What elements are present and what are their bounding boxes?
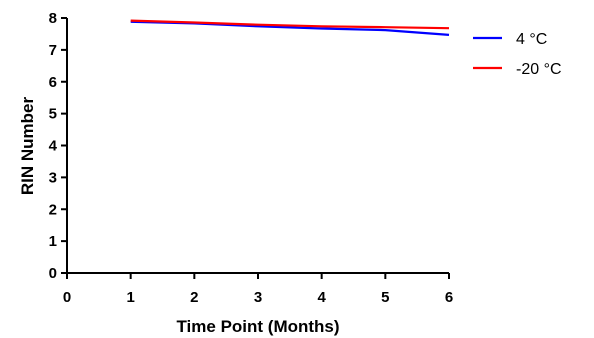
legend-label: 4 °C	[516, 31, 547, 48]
y-tick-label: 0	[49, 265, 57, 282]
x-tick-label: 5	[381, 289, 389, 306]
y-axis-title: RIN Number	[18, 97, 37, 196]
legend-label: -20 °C	[516, 61, 562, 78]
x-tick-label: 1	[126, 289, 134, 306]
y-tick-label: 5	[49, 106, 57, 123]
y-tick-label: 7	[49, 42, 57, 59]
legend-item: -20 °C	[473, 61, 562, 78]
x-tick-label: 6	[445, 289, 453, 306]
x-tick-label: 0	[63, 289, 71, 306]
legend: 4 °C -20 °C	[473, 31, 562, 78]
series-line-2	[130, 19, 450, 30]
x-tick-label: 3	[254, 289, 262, 306]
y-tick-label: 4	[49, 138, 58, 155]
series-group	[130, 19, 450, 36]
x-tick-label: 2	[190, 289, 198, 306]
x-tick-label: 4	[317, 289, 326, 306]
y-tick-label: 8	[49, 10, 57, 27]
x-axis-title: Time Point (Months)	[176, 317, 339, 336]
y-tick-label: 2	[49, 201, 57, 218]
axes: 0 1 2 3 4 5 6 7 8 0 1 2 3 4 5 6	[49, 10, 454, 306]
legend-item: 4 °C	[473, 31, 547, 48]
y-tick-label: 6	[49, 74, 57, 91]
y-tick-label: 3	[49, 169, 57, 186]
y-tick-label: 1	[49, 233, 57, 250]
